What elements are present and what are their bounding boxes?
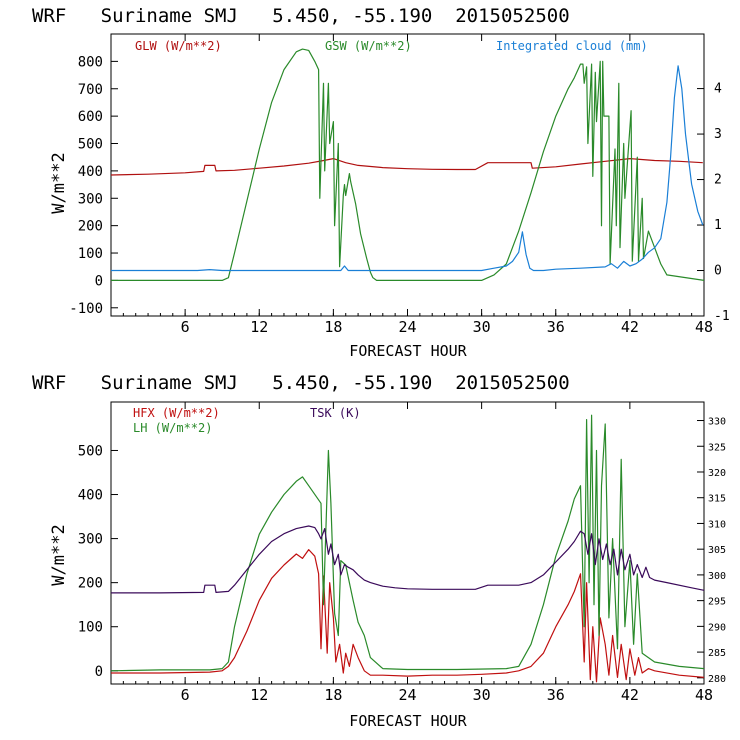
bottom-y-axis-label: W/m**2: [49, 524, 69, 585]
top-y-axis-label: W/m**2: [49, 152, 69, 213]
top-y-tick-label: 500: [78, 137, 103, 153]
legend-integrated-cloud: Integrated cloud (mm): [496, 39, 648, 53]
bottom-y-tick-label: 0: [95, 664, 103, 680]
top-y-tick-label: 200: [78, 219, 103, 235]
top-y-tick-label: 700: [78, 82, 103, 98]
top-chart-title: WRF Suriname SMJ 5.450, -55.190 20150525…: [32, 5, 570, 27]
bottom-y2-tick-label: 285: [708, 648, 726, 659]
top-y-tick-label: 600: [78, 109, 103, 125]
bottom-y2-tick-label: 325: [708, 442, 726, 453]
top-y-tick-label: 100: [78, 246, 103, 262]
top-plot-area: 6 12 18 24 30 36 42 48-100010020030040050060070…: [69, 33, 730, 336]
top-x-tick-label: 12: [250, 318, 268, 336]
bottom-y2-tick-label: 310: [708, 519, 726, 530]
top-x-tick-label: 18: [324, 318, 342, 336]
top-series-2-line: [111, 65, 704, 272]
top-panel: WRF Suriname SMJ 5.450, -55.190 20150525…: [32, 5, 730, 360]
bottom-y2-tick-label: 290: [708, 622, 726, 633]
bottom-y2-tick-label: 305: [708, 545, 726, 556]
legend-gsw: GSW (W/m**2): [325, 39, 412, 53]
legend-hfx: HFX (W/m**2): [133, 406, 220, 420]
bottom-y2-tick-label: 330: [708, 417, 726, 428]
bottom-x-tick-label: 36: [547, 686, 565, 704]
bottom-y2-tick-label: 295: [708, 597, 726, 608]
bottom-series-2-line: [111, 525, 705, 594]
bottom-x-axis-label: FORECAST HOUR: [349, 712, 467, 730]
top-y2-tick-label: 2: [714, 173, 722, 188]
bottom-x-tick-label: 42: [621, 686, 639, 704]
bottom-y-tick-label: 100: [78, 620, 103, 636]
bottom-panel: WRF Suriname SMJ 5.450, -55.190 20150525…: [32, 372, 726, 730]
bottom-x-tick-label: 48: [695, 686, 713, 704]
top-x-tick-label: 24: [398, 318, 416, 336]
top-y-tick-label: -100: [69, 301, 103, 317]
top-x-tick-label: 30: [473, 318, 491, 336]
top-y2-tick-label: 4: [714, 82, 722, 97]
bottom-chart-title: WRF Suriname SMJ 5.450, -55.190 20150525…: [32, 372, 570, 394]
top-x-tick-label: 36: [547, 318, 565, 336]
top-x-axis-label: FORECAST HOUR: [349, 342, 467, 360]
bottom-x-tick-label: 30: [473, 686, 491, 704]
bottom-y-tick-label: 300: [78, 532, 103, 548]
bottom-x-tick-label: 12: [250, 686, 268, 704]
bottom-y-tick-label: 400: [78, 488, 103, 504]
bottom-series-0-line: [111, 549, 705, 683]
bottom-x-tick-label: 18: [324, 686, 342, 704]
top-y2-tick-label: 1: [714, 218, 722, 233]
top-series-1-line: [111, 48, 705, 281]
top-y2-tick-label: 3: [714, 127, 722, 142]
bottom-y2-tick-label: 320: [708, 468, 726, 479]
bottom-series-1-line: [110, 414, 705, 672]
legend-tsk: TSK (K): [310, 406, 361, 420]
bottom-x-tick-label: 24: [398, 686, 416, 704]
legend-lh: LH (W/m**2): [133, 421, 212, 435]
top-x-tick-label: 6: [181, 318, 190, 336]
top-y-tick-label: 0: [95, 273, 103, 289]
top-y-tick-label: 300: [78, 191, 103, 207]
bottom-y2-tick-label: 280: [708, 674, 726, 685]
top-series-0-line: [110, 158, 703, 176]
top-y2-tick-label: 0: [714, 264, 722, 279]
top-y-tick-label: 400: [78, 164, 103, 180]
bottom-y2-tick-label: 315: [708, 494, 726, 505]
top-x-tick-label: 42: [621, 318, 639, 336]
bottom-y-tick-label: 200: [78, 576, 103, 592]
legend-glw: GLW (W/m**2): [135, 39, 222, 53]
top-x-tick-label: 48: [695, 318, 713, 336]
top-y2-tick-label: -1: [714, 309, 730, 324]
top-y-tick-label: 800: [78, 54, 103, 70]
bottom-y-tick-label: 500: [78, 443, 103, 459]
bottom-y2-tick-label: 300: [708, 571, 726, 582]
bottom-x-tick-label: 6: [181, 686, 190, 704]
bottom-plot-area: 6 12 18 24 30 36 42 48 0 100 200 300 400 500 280 285 290…: [78, 401, 726, 704]
